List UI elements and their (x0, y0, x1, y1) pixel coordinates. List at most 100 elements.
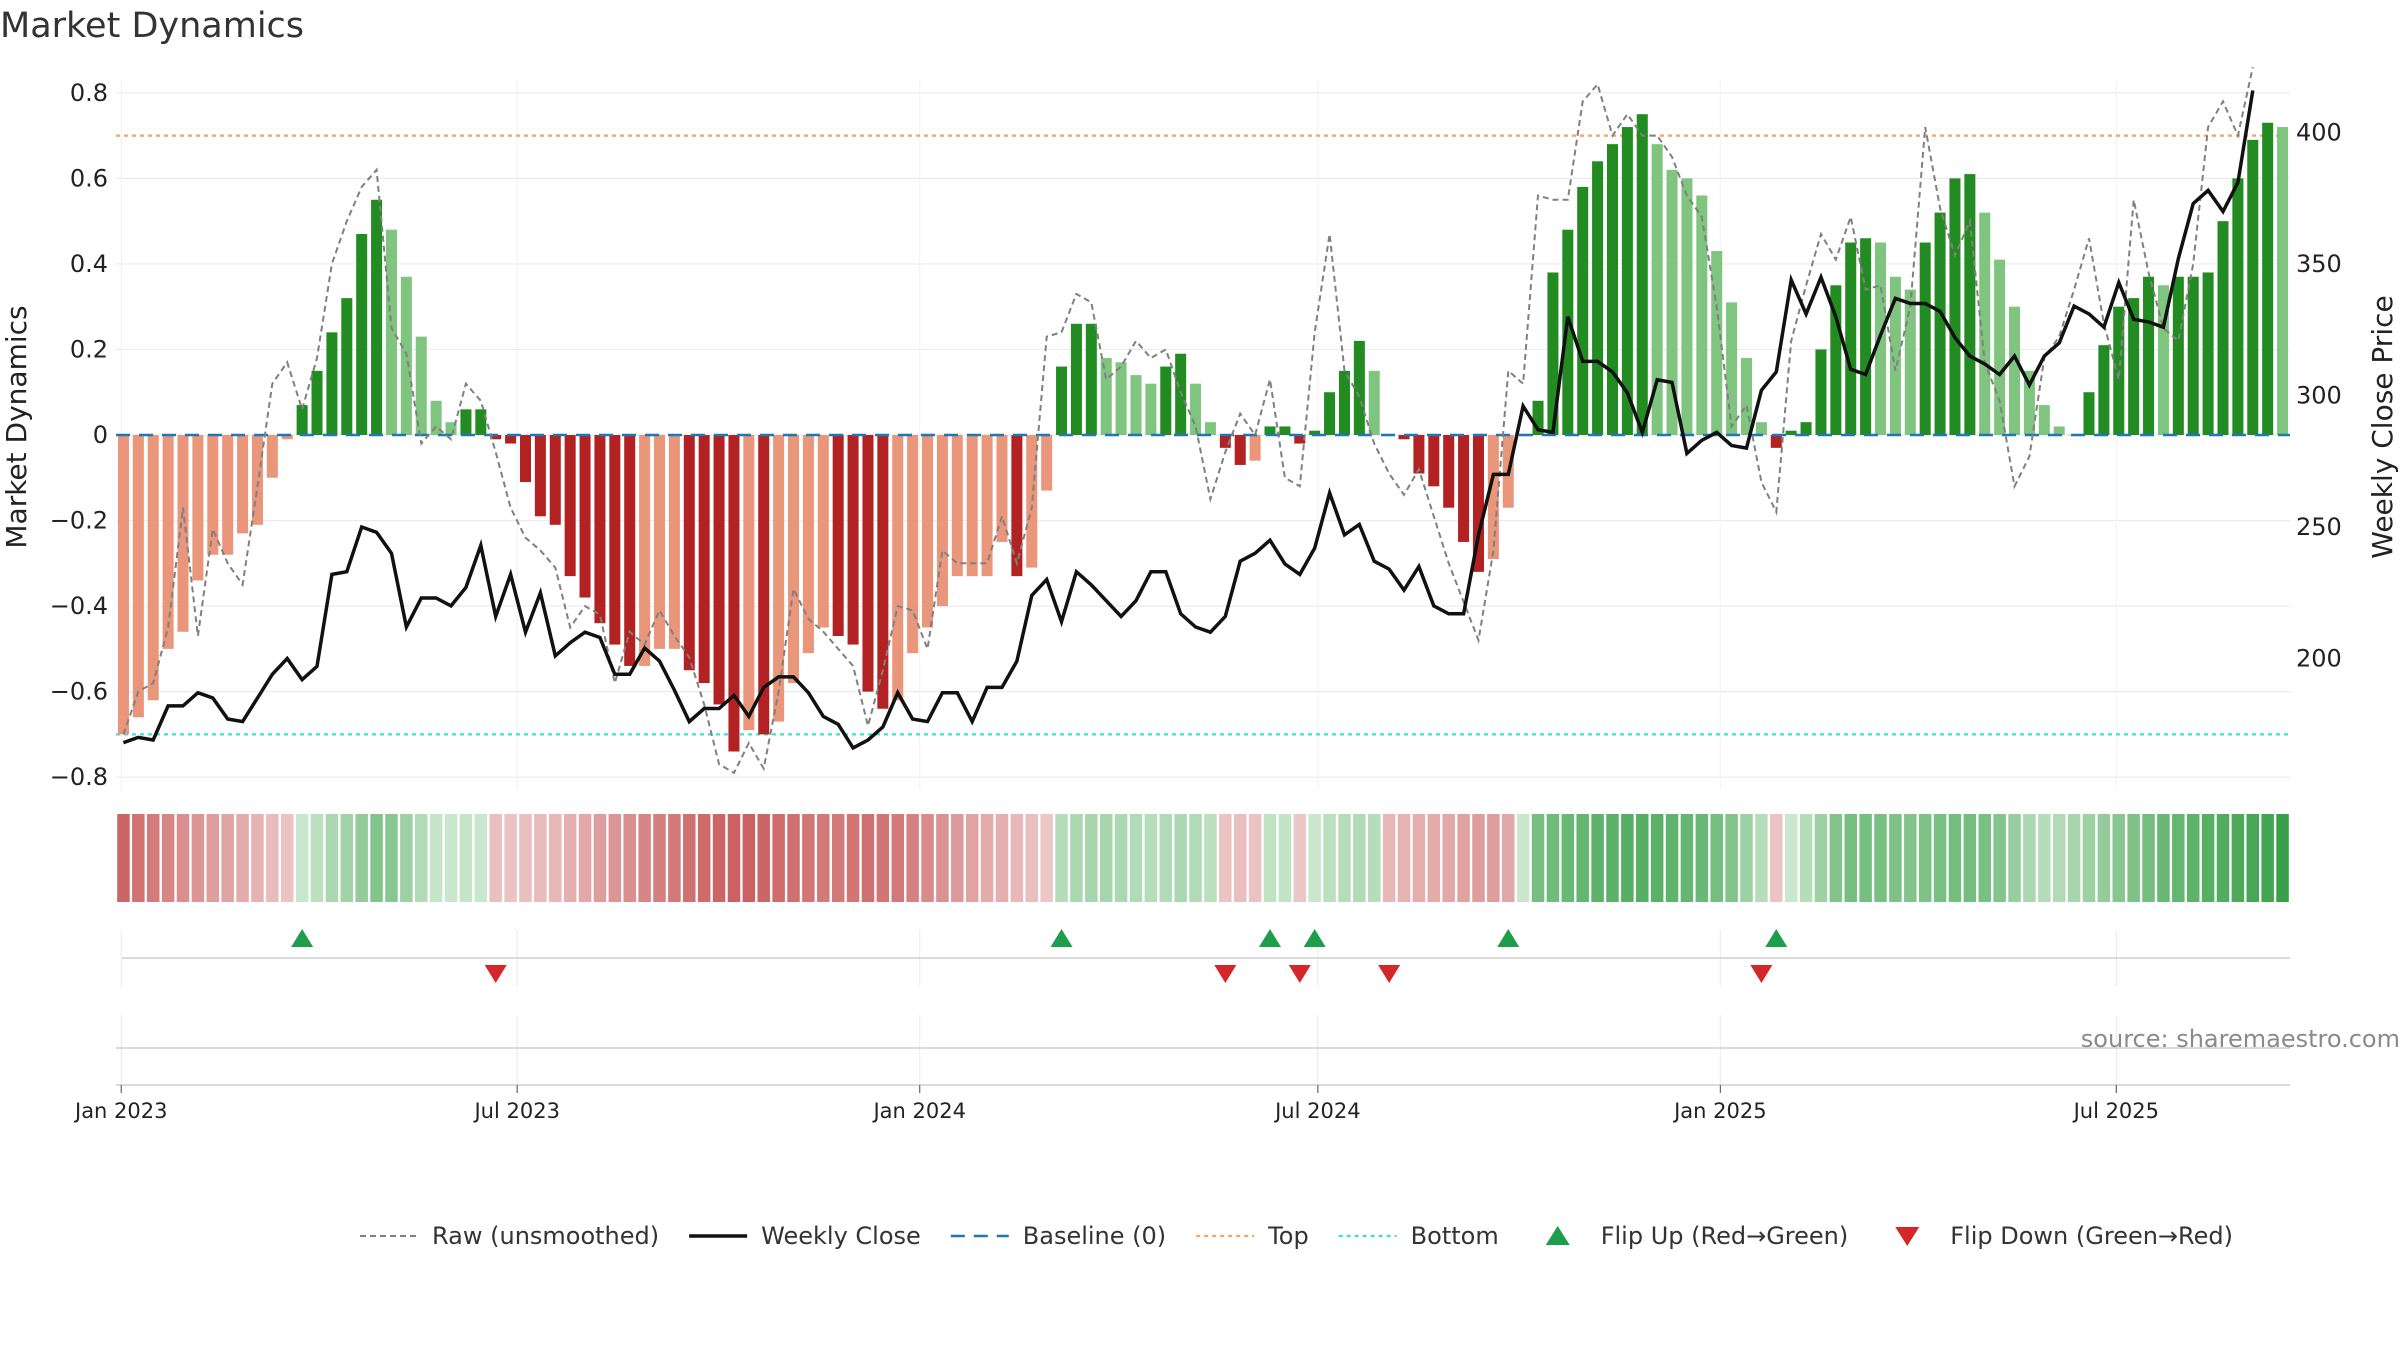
regime-cell (489, 814, 502, 902)
dynamics-bar (371, 199, 383, 435)
weekly-close-line (122, 90, 2255, 751)
regime-cell (2097, 814, 2111, 902)
regime-cell (653, 814, 666, 902)
dynamics-bar (1070, 323, 1082, 435)
regime-cell (1561, 814, 1575, 902)
regime-cell (370, 814, 383, 902)
flip-down-marker (1214, 965, 1237, 983)
dynamics-bar (1115, 362, 1127, 435)
dynamics-bar (1949, 178, 1961, 436)
x-tick-label: Jul 2023 (472, 1099, 559, 1123)
y-tick-label: 0.2 (70, 335, 108, 363)
y-tick-label: 0.8 (70, 79, 108, 107)
regime-cell (1025, 814, 1039, 902)
dynamics-bar (222, 435, 234, 555)
regime-cell (712, 814, 726, 902)
raw-unsmoothed-line (122, 66, 2254, 775)
dynamics-bar (251, 435, 263, 525)
regime-cell (549, 814, 562, 902)
regime-cell (1472, 814, 1485, 902)
regime-cell (1114, 814, 1128, 902)
regime-cell (1725, 814, 1738, 902)
regime-cell (757, 814, 770, 902)
dynamics-bar (1190, 383, 1202, 435)
regime-cell (638, 814, 651, 902)
dynamics-bar (1085, 323, 1097, 435)
regime-cell (1621, 814, 1634, 902)
dynamics-bar (1726, 302, 1738, 435)
dynamics-bar (356, 233, 368, 435)
regime-cell (1159, 814, 1173, 902)
dynamics-bar (147, 435, 159, 701)
dynamics-bar (2053, 426, 2065, 435)
x-tick-label: Jul 2025 (2072, 1099, 2159, 1123)
dynamics-bar (1651, 144, 1663, 436)
regime-cell (578, 814, 592, 902)
regime-cell (1933, 814, 1947, 902)
dynamics-bar (549, 435, 561, 525)
chart-title: Market Dynamics (0, 6, 304, 46)
regime-cell (2172, 814, 2185, 902)
regime-cell (1844, 814, 1857, 902)
dynamics-bar (877, 435, 889, 709)
regime-cell (951, 814, 964, 902)
dynamics-bar (1994, 259, 2006, 435)
regime-cell (1308, 814, 1321, 902)
flip-down-marker (1288, 965, 1311, 983)
regime-cell (1904, 814, 1917, 902)
regime-cell (221, 814, 234, 902)
legend-item-bottom: Bottom (1338, 1222, 1499, 1250)
regime-cell (534, 814, 547, 902)
regime-cell (1189, 814, 1202, 902)
dynamics-bar (1353, 340, 1365, 435)
regime-cell (266, 814, 279, 902)
regime-cell (1397, 814, 1411, 902)
regime-cell (2008, 814, 2021, 902)
regime-cell (146, 814, 160, 902)
regime-cell (1010, 814, 1024, 902)
dynamics-bar (1740, 358, 1753, 435)
regime-cell (906, 814, 919, 902)
dynamics-bar (862, 435, 874, 692)
regime-cell (2052, 814, 2066, 902)
flip-down-marker (1378, 965, 1401, 983)
x-tick-label: Jan 2025 (1672, 1099, 1767, 1123)
dynamics-bar (624, 435, 636, 666)
dynamics-bar (728, 435, 740, 752)
dynamics-bar (1785, 430, 1797, 435)
regime-cell (1740, 814, 1753, 902)
y2-axis-label: Weekly Close Price (2366, 295, 2399, 558)
dynamics-bar (1532, 400, 1544, 435)
dynamics-bar (1458, 435, 1470, 542)
regime-cell (459, 814, 473, 902)
flip-up-marker (1050, 929, 1073, 947)
regime-cell (1680, 814, 1694, 902)
legend-item-close: Weekly Close (689, 1222, 921, 1250)
regime-cell (1501, 814, 1515, 902)
regime-cell (2142, 814, 2155, 902)
dynamics-bar (1324, 392, 1336, 435)
regime-cell (310, 814, 324, 902)
regime-cell (608, 814, 622, 902)
reference-lines (116, 134, 2290, 736)
dynamics-bar (1830, 285, 1842, 435)
y2-tick-label: 350 (2296, 250, 2342, 278)
flip-down-marker (484, 965, 507, 983)
dynamics-bar (579, 435, 591, 598)
regime-cell (1248, 814, 1262, 902)
y-tick-label: 0.6 (70, 164, 108, 192)
dynamics-bar (1621, 127, 1633, 436)
dynamics-bar (683, 435, 695, 671)
regime-cell (519, 814, 532, 902)
legend-item-raw: Raw (unsmoothed) (360, 1222, 659, 1250)
regime-cell (429, 814, 443, 902)
regime-cell (1233, 814, 1247, 902)
regime-cell (2186, 814, 2200, 902)
regime-cell (2067, 814, 2081, 902)
dynamics-bar (1711, 251, 1723, 435)
dynamics-bar (1636, 114, 1648, 436)
legend-item-up: Flip Up (Red→Green) (1545, 1222, 1848, 1250)
dynamics-bar (177, 435, 189, 632)
dynamics-bar (1770, 435, 1782, 448)
dynamics-bar (341, 298, 353, 435)
